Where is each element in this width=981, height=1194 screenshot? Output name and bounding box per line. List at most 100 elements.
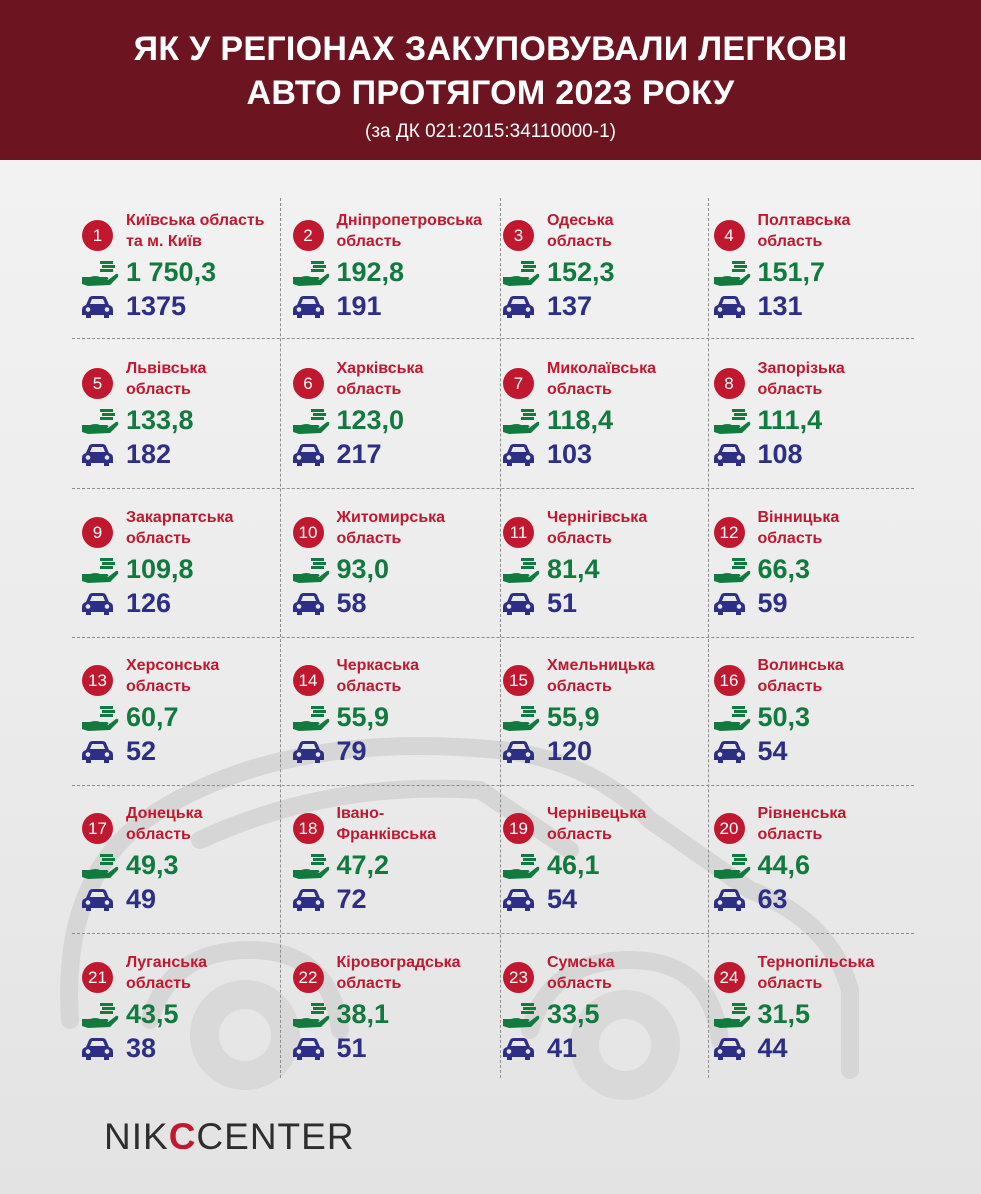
region-name: Одеська область bbox=[547, 210, 707, 252]
regions-grid: 1 Київська область та м. Київ 1 750,3 13… bbox=[72, 190, 914, 1080]
region-name-line-1: Сумська bbox=[547, 953, 615, 971]
region-card: 9 Закарпатська область 109,8 126 bbox=[72, 487, 283, 635]
money-hand-icon bbox=[713, 261, 750, 286]
region-card: 18 Івано- Франківська 47,2 72 bbox=[283, 783, 494, 931]
money-hand-icon bbox=[82, 557, 119, 583]
region-card: 8 Запорізька область 111,4 108 bbox=[704, 338, 915, 486]
purchase-amount: 152,3 bbox=[547, 257, 615, 287]
car-icon bbox=[292, 740, 324, 763]
rank-badge: 9 bbox=[82, 516, 113, 548]
purchase-amount: 111,4 bbox=[757, 405, 823, 436]
money-hand-icon bbox=[713, 409, 750, 435]
money-hand-icon bbox=[292, 854, 329, 880]
rank-badge: 4 bbox=[713, 220, 745, 251]
car-count: 131 bbox=[757, 291, 803, 321]
logo-part-2: C bbox=[168, 1116, 197, 1157]
car-count: 120 bbox=[547, 735, 593, 766]
purchase-amount: 46,1 bbox=[547, 850, 600, 881]
region-name: Київська область та м. Київ bbox=[126, 210, 286, 252]
region-name: Чернівецька область bbox=[547, 803, 707, 845]
region-card: 11 Чернігівська область 81,4 51 bbox=[493, 487, 704, 635]
purchase-amount: 33,5 bbox=[547, 998, 600, 1029]
money-hand-icon bbox=[292, 557, 329, 583]
money-hand-icon bbox=[713, 1002, 750, 1028]
region-card: 20 Рівненська область 44,6 63 bbox=[704, 783, 915, 931]
purchase-amount: 43,5 bbox=[126, 998, 179, 1029]
region-name-line-2: область bbox=[547, 826, 612, 844]
money-hand-icon bbox=[713, 705, 750, 731]
car-icon bbox=[82, 592, 113, 615]
region-name: Кіровоградська область bbox=[337, 952, 497, 994]
region-name-line-2: область bbox=[757, 381, 823, 399]
money-hand-icon bbox=[503, 1002, 540, 1028]
car-count: 108 bbox=[757, 439, 803, 470]
car-icon bbox=[503, 889, 534, 912]
region-name-line-2: область bbox=[547, 381, 612, 399]
header-banner: ЯК У РЕГІОНАХ ЗАКУПОВУВАЛИ ЛЕГКОВІ АВТО … bbox=[0, 0, 981, 160]
money-hand-icon bbox=[503, 705, 540, 731]
logo-part-3: CENTER bbox=[196, 1116, 355, 1157]
rank-badge: 18 bbox=[292, 813, 324, 845]
region-name-line-1: Дніпропетровська bbox=[336, 212, 483, 229]
region-name: Тернопільська область bbox=[758, 952, 918, 994]
region-name-line-2: область bbox=[336, 233, 402, 250]
region-name-line-2: Франківська bbox=[336, 826, 437, 844]
region-name-line-2: область bbox=[126, 974, 191, 992]
rank-badge: 12 bbox=[713, 516, 745, 548]
region-name-line-1: Львівська bbox=[126, 360, 207, 378]
car-count: 63 bbox=[757, 884, 788, 915]
car-count: 38 bbox=[126, 1032, 157, 1063]
region-name: Львівська область bbox=[126, 358, 286, 400]
rank-badge: 22 bbox=[292, 961, 324, 993]
region-name-line-2: область bbox=[336, 529, 402, 547]
purchase-amount: 81,4 bbox=[547, 553, 600, 584]
region-name-line-2: область bbox=[547, 233, 612, 250]
car-count: 54 bbox=[547, 884, 578, 915]
region-name: Чернігівська область bbox=[547, 507, 707, 549]
region-card: 4 Полтавська область 151,7 131 bbox=[704, 190, 915, 338]
rank-badge: 1 bbox=[82, 220, 113, 251]
region-name-line-1: Рівненська bbox=[757, 805, 847, 823]
money-hand-icon bbox=[82, 261, 119, 286]
region-name-line-1: Хмельницька bbox=[547, 656, 655, 674]
car-icon bbox=[503, 592, 534, 615]
region-name-line-1: Луганська bbox=[126, 953, 207, 971]
region-name-line-1: Одеська bbox=[547, 212, 614, 229]
car-icon bbox=[503, 1037, 534, 1060]
car-count: 79 bbox=[336, 735, 367, 766]
region-name-line-1: Харківська bbox=[336, 360, 424, 378]
row-divider bbox=[72, 637, 914, 638]
logo-part-1: NIK bbox=[104, 1116, 169, 1157]
car-icon bbox=[82, 444, 113, 467]
region-name-line-1: Чернівецька bbox=[547, 805, 647, 823]
region-card: 6 Харківська область 123,0 217 bbox=[283, 338, 494, 486]
purchase-amount: 66,3 bbox=[757, 553, 811, 584]
car-icon bbox=[713, 740, 745, 763]
money-hand-icon bbox=[503, 557, 540, 583]
region-name-line-2: область bbox=[757, 974, 823, 992]
region-card: 10 Житомирська область 93,0 58 bbox=[283, 487, 494, 635]
background-car-illustration bbox=[60, 737, 859, 1100]
region-name: Харківська область bbox=[337, 358, 497, 400]
money-hand-icon bbox=[503, 409, 540, 435]
rank-badge: 21 bbox=[82, 961, 113, 993]
region-name-line-1: Полтавська bbox=[757, 212, 851, 229]
money-hand-icon bbox=[292, 261, 329, 286]
region-card: 19 Чернівецька область 46,1 54 bbox=[493, 783, 704, 931]
purchase-amount: 55,9 bbox=[547, 701, 600, 732]
car-count: 191 bbox=[336, 291, 382, 321]
rank-badge: 6 bbox=[292, 368, 324, 400]
nikcenter-logo: NIKCCENTER bbox=[104, 1115, 355, 1159]
region-name-line-1: Закарпатська bbox=[126, 508, 234, 526]
region-name: Вінницька область bbox=[758, 507, 918, 549]
car-count: 126 bbox=[126, 587, 172, 618]
region-card: 15 Хмельницька область 55,9 120 bbox=[493, 635, 704, 783]
car-icon bbox=[292, 1037, 324, 1060]
rank-badge: 3 bbox=[503, 220, 534, 251]
region-name-line-1: Запорізька bbox=[757, 360, 845, 378]
region-name: Рівненська область bbox=[758, 803, 918, 845]
rank-badge: 8 bbox=[713, 368, 745, 400]
region-name-line-1: Волинська bbox=[757, 656, 844, 674]
money-hand-icon bbox=[292, 1002, 329, 1028]
title-line-2: АВТО ПРОТЯГОМ 2023 РОКУ bbox=[246, 74, 735, 112]
